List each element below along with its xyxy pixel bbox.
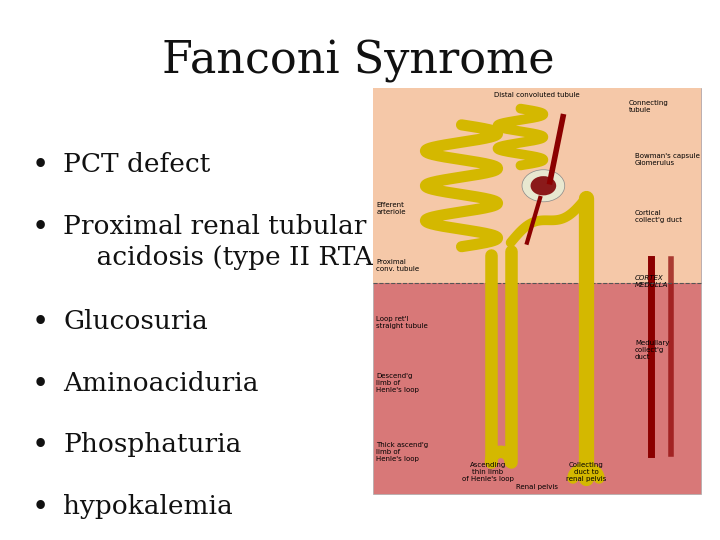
Text: Distal convoluted tubule: Distal convoluted tubule [494,92,580,98]
Text: •: • [31,370,48,399]
Text: •: • [31,494,48,522]
Text: Fanconi Synrome: Fanconi Synrome [163,40,555,83]
Text: •: • [31,214,48,242]
Text: Proximal
conv. tubule: Proximal conv. tubule [377,259,420,272]
Text: Proximal renal tubular
    acidosis (type II RTA): Proximal renal tubular acidosis (type II… [63,214,384,270]
Text: Phosphaturia: Phosphaturia [63,432,242,457]
Text: •: • [31,152,48,180]
Text: PCT defect: PCT defect [63,152,210,178]
Text: Descend'g
limb of
Henle's loop: Descend'g limb of Henle's loop [377,373,419,393]
Text: hypokalemia: hypokalemia [63,494,233,518]
Text: Connecting
tubule: Connecting tubule [629,100,668,113]
Bar [373,88,701,284]
Text: Glucosuria: Glucosuria [63,309,208,334]
Text: Efferent
arteriole: Efferent arteriole [377,202,406,215]
Bar [373,88,701,495]
Text: Loop ret'l
straight tubule: Loop ret'l straight tubule [377,316,428,329]
Text: •: • [31,432,48,460]
Text: Collecting
duct to
renal pelvis: Collecting duct to renal pelvis [566,462,606,482]
Text: Medullary
collect'g
duct: Medullary collect'g duct [635,340,670,360]
Text: •: • [31,309,48,337]
Circle shape [522,170,564,202]
Text: CORTEX
MEDULLA: CORTEX MEDULLA [635,275,668,288]
Text: Ascending
thin limb
of Henle's loop: Ascending thin limb of Henle's loop [462,462,513,482]
Text: Cortical
collect'g duct: Cortical collect'g duct [635,210,682,223]
Text: Aminoaciduria: Aminoaciduria [63,370,258,396]
Text: Thick ascend'g
limb of
Henle's loop: Thick ascend'g limb of Henle's loop [377,442,428,462]
Circle shape [531,176,556,195]
Text: Renal pelvis: Renal pelvis [516,484,558,490]
Text: Bowman's capsule
Glomerulus: Bowman's capsule Glomerulus [635,153,700,166]
